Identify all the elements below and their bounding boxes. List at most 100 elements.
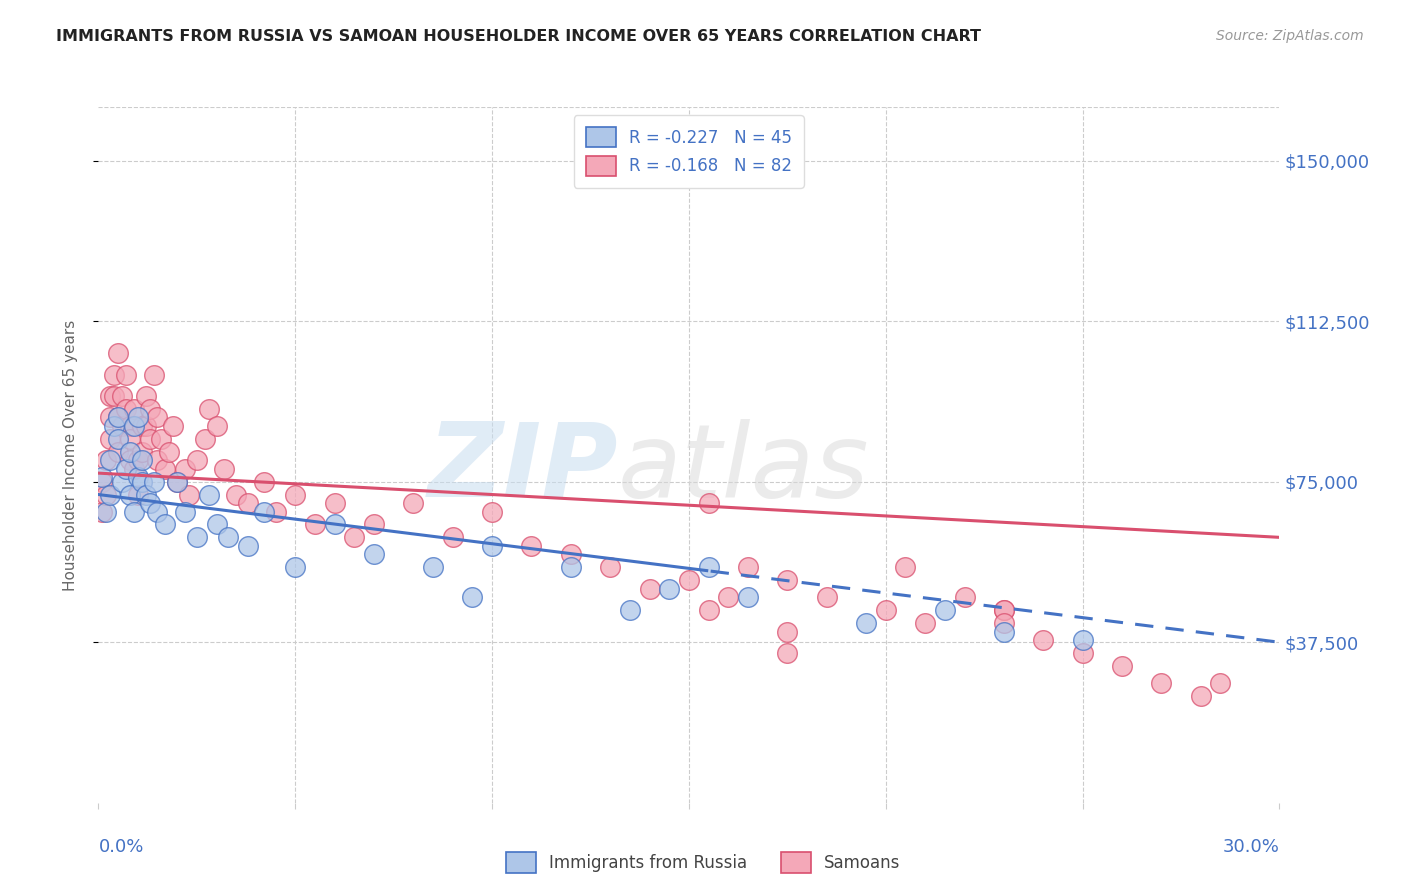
Point	[122, 401, 145, 416]
Point	[127, 410, 149, 425]
Point	[142, 368, 165, 382]
Point	[481, 505, 503, 519]
Point	[560, 560, 582, 574]
Point	[217, 530, 239, 544]
Point	[186, 453, 208, 467]
Point	[138, 432, 160, 446]
Point	[737, 560, 759, 574]
Point	[118, 487, 141, 501]
Point	[697, 496, 720, 510]
Point	[619, 603, 641, 617]
Point	[894, 560, 917, 574]
Point	[118, 453, 141, 467]
Point	[122, 419, 145, 434]
Point	[363, 548, 385, 562]
Point	[96, 505, 118, 519]
Point	[186, 530, 208, 544]
Point	[91, 475, 114, 489]
Y-axis label: Householder Income Over 65 years: Householder Income Over 65 years	[63, 319, 77, 591]
Point	[776, 573, 799, 587]
Point	[115, 368, 138, 382]
Point	[323, 517, 346, 532]
Point	[131, 475, 153, 489]
Point	[127, 487, 149, 501]
Text: Source: ZipAtlas.com: Source: ZipAtlas.com	[1216, 29, 1364, 43]
Point	[177, 487, 200, 501]
Point	[118, 419, 141, 434]
Point	[737, 591, 759, 605]
Point	[111, 419, 134, 434]
Point	[284, 487, 307, 501]
Point	[122, 462, 145, 476]
Point	[91, 505, 114, 519]
Point	[107, 432, 129, 446]
Legend: Immigrants from Russia, Samoans: Immigrants from Russia, Samoans	[499, 846, 907, 880]
Point	[166, 475, 188, 489]
Point	[131, 419, 153, 434]
Point	[1209, 676, 1232, 690]
Point	[236, 496, 259, 510]
Text: IMMIGRANTS FROM RUSSIA VS SAMOAN HOUSEHOLDER INCOME OVER 65 YEARS CORRELATION CH: IMMIGRANTS FROM RUSSIA VS SAMOAN HOUSEHO…	[56, 29, 981, 44]
Point	[343, 530, 366, 544]
Point	[197, 401, 219, 416]
Point	[150, 432, 173, 446]
Point	[875, 603, 897, 617]
Point	[142, 475, 165, 489]
Point	[107, 410, 129, 425]
Point	[96, 453, 118, 467]
Text: 0.0%: 0.0%	[98, 838, 143, 855]
Point	[98, 487, 121, 501]
Point	[135, 487, 157, 501]
Point	[855, 615, 877, 630]
Point	[205, 419, 228, 434]
Point	[1032, 633, 1054, 648]
Point	[115, 462, 138, 476]
Point	[107, 410, 129, 425]
Point	[638, 582, 661, 596]
Point	[205, 517, 228, 532]
Point	[146, 453, 169, 467]
Point	[98, 389, 121, 403]
Point	[174, 505, 197, 519]
Point	[481, 539, 503, 553]
Point	[107, 444, 129, 458]
Point	[776, 624, 799, 639]
Point	[1150, 676, 1173, 690]
Point	[441, 530, 464, 544]
Point	[138, 401, 160, 416]
Point	[253, 475, 276, 489]
Point	[107, 346, 129, 360]
Point	[166, 475, 188, 489]
Point	[162, 419, 184, 434]
Point	[115, 401, 138, 416]
Point	[363, 517, 385, 532]
Point	[103, 368, 125, 382]
Point	[225, 487, 247, 501]
Point	[934, 603, 956, 617]
Point	[214, 462, 236, 476]
Point	[98, 453, 121, 467]
Point	[993, 624, 1015, 639]
Point	[717, 591, 740, 605]
Point	[118, 432, 141, 446]
Point	[111, 475, 134, 489]
Point	[197, 487, 219, 501]
Point	[146, 505, 169, 519]
Point	[122, 505, 145, 519]
Point	[103, 389, 125, 403]
Point	[697, 603, 720, 617]
Point	[118, 444, 141, 458]
Point	[111, 389, 134, 403]
Point	[422, 560, 444, 574]
Point	[776, 646, 799, 660]
Point	[1071, 646, 1094, 660]
Point	[1071, 633, 1094, 648]
Point	[953, 591, 976, 605]
Point	[658, 582, 681, 596]
Point	[599, 560, 621, 574]
Point	[264, 505, 287, 519]
Point	[284, 560, 307, 574]
Point	[1189, 689, 1212, 703]
Point	[138, 496, 160, 510]
Point	[146, 410, 169, 425]
